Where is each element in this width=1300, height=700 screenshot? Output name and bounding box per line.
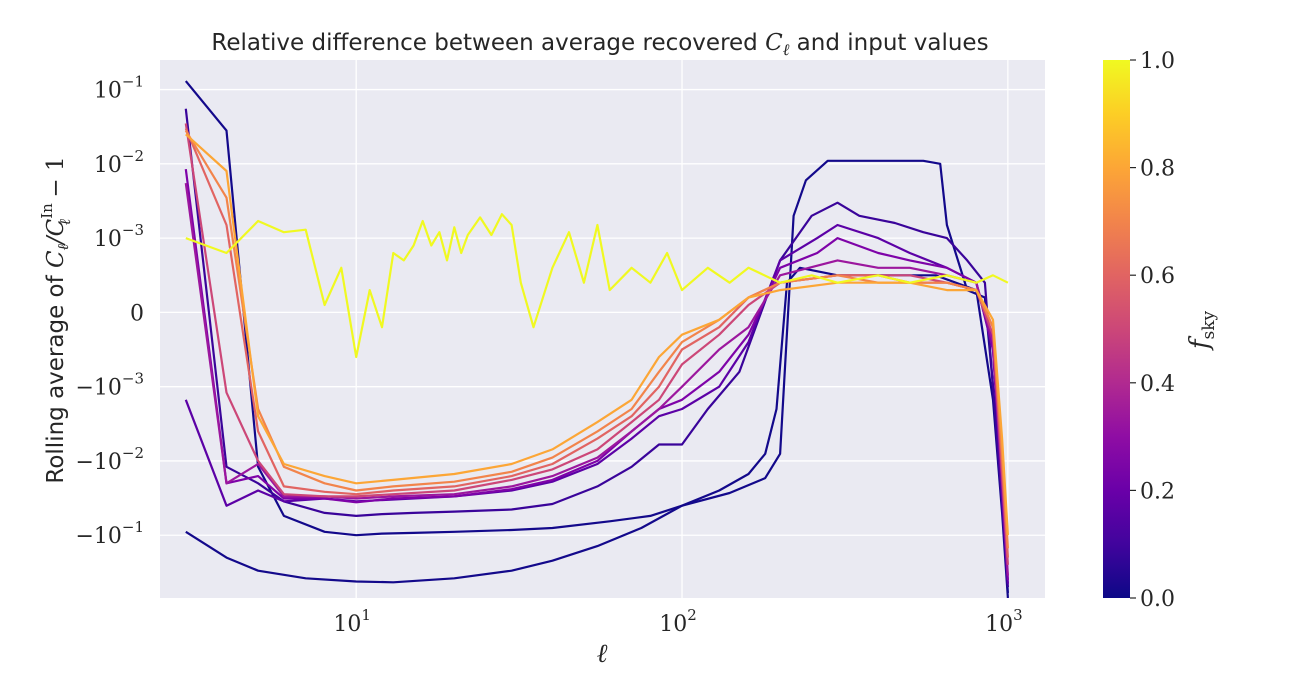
series-line-fsky-0.04 bbox=[185, 266, 1009, 598]
colorbar-tick-label: 0.6 bbox=[1140, 264, 1175, 289]
colorbar-ticks: 0.0 0.2 0.4 0.6 0.8 1.0 bbox=[1130, 49, 1175, 612]
series-line-fsky-0.75 bbox=[184, 130, 1009, 549]
colorbar-tick-label: 0.4 bbox=[1140, 372, 1175, 397]
x-axis-label: ℓ bbox=[597, 639, 608, 669]
series-line-fsky-0.12 bbox=[184, 108, 1009, 588]
colorbar bbox=[1103, 60, 1130, 598]
y-axis-label: Rolling average of Cℓ/CInℓ − 1 bbox=[38, 156, 74, 483]
y-tick-labels: 10−1 10−2 10−3 0 −10−3 −10−2 −10−1 bbox=[75, 73, 144, 550]
colorbar-tick-label: 0.8 bbox=[1140, 157, 1175, 182]
y-tick-label: −10−1 bbox=[75, 518, 144, 549]
colorbar-tick-label: 0.0 bbox=[1140, 587, 1175, 612]
series-line-fsky-1 bbox=[185, 213, 1009, 359]
colorbar-tick-label: 1.0 bbox=[1140, 49, 1175, 74]
y-tick-label: 10−3 bbox=[94, 221, 144, 252]
series-lines bbox=[184, 80, 1009, 598]
y-tick-label: 10−1 bbox=[94, 73, 144, 104]
y-tick-label: 10−2 bbox=[94, 147, 144, 178]
series-line-fsky-0.3 bbox=[184, 168, 1009, 580]
plot-area-background bbox=[160, 60, 1045, 598]
colorbar-label: fsky bbox=[1185, 310, 1219, 351]
x-tick-label: 102 bbox=[659, 606, 697, 637]
colorbar-tick-label: 0.2 bbox=[1140, 479, 1175, 504]
series-line-fsky-0.87 bbox=[185, 133, 1009, 536]
y-tick-label: 0 bbox=[130, 301, 144, 326]
x-tick-label: 103 bbox=[985, 606, 1023, 637]
x-tick-labels: 101 102 103 bbox=[333, 606, 1022, 637]
series-line-fsky-0.02 bbox=[184, 80, 1009, 594]
y-tick-label: −10−3 bbox=[75, 370, 144, 401]
x-tick-label: 101 bbox=[333, 606, 371, 637]
y-tick-label: −10−2 bbox=[75, 444, 144, 475]
chart-title: Relative difference between average reco… bbox=[211, 30, 988, 59]
